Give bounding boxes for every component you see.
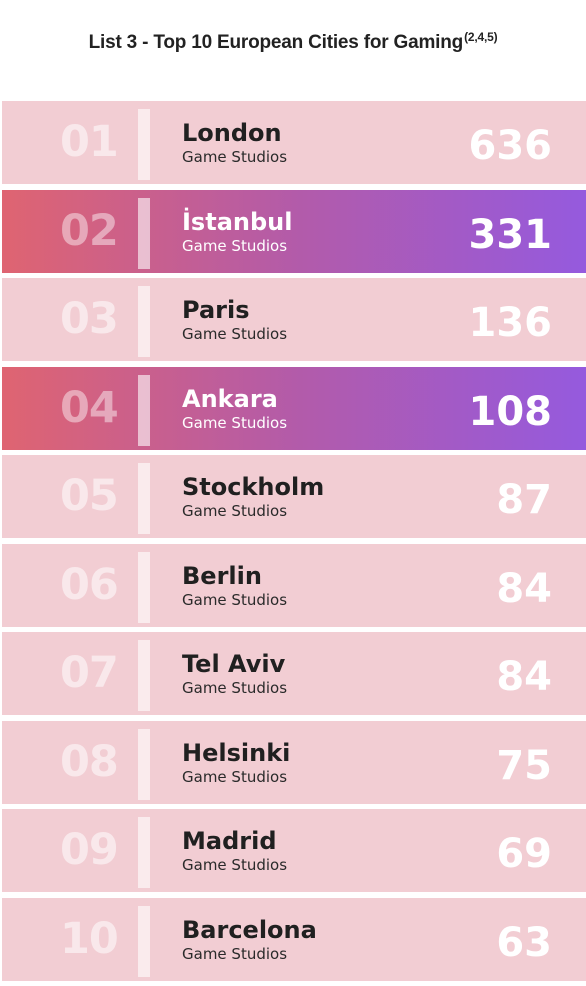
studio-count: 84 — [496, 565, 552, 612]
ranking-row: 03 Paris Game Studios 136 — [2, 278, 586, 361]
chart-title-references: (2,4,5) — [464, 30, 498, 44]
rank-number: 05 — [60, 471, 119, 521]
value-label: Game Studios — [182, 590, 288, 609]
rank-number: 01 — [60, 117, 119, 167]
ranking-row: 05 Stockholm Game Studios 87 — [2, 455, 586, 538]
rank-number: 03 — [60, 294, 119, 344]
studio-count: 87 — [496, 477, 552, 523]
rank-number: 02 — [60, 205, 119, 256]
ranking-row: 06 Berlin Game Studios 84 — [2, 543, 586, 627]
city-name: Berlin — [182, 561, 262, 590]
ranking-row: 01 London Game Studios 636 — [2, 101, 586, 184]
value-label: Game Studios — [182, 944, 288, 963]
city-ranking-list: 01 London Game Studios 636 02 İstanbul Game St… — [2, 101, 586, 986]
value-label: Game Studios — [182, 413, 288, 432]
ranking-row: 10 Barcelona Game Studios 63 — [2, 897, 586, 981]
value-label: Game Studios — [182, 236, 288, 255]
rank-number: 06 — [60, 559, 119, 610]
rank-divider — [138, 640, 150, 711]
rank-number: 08 — [60, 736, 119, 787]
city-name: Barcelona — [182, 915, 317, 944]
ranking-row: 07 Tel Aviv Game Studios 84 — [2, 632, 586, 715]
rank-divider — [138, 728, 150, 800]
rank-divider — [138, 905, 150, 977]
value-label: Game Studios — [182, 148, 288, 166]
ranking-row: 02 İstanbul Game Studios 331 — [2, 189, 586, 273]
studio-count: 108 — [468, 388, 553, 435]
city-name: Tel Aviv — [182, 650, 286, 678]
rank-divider — [138, 197, 150, 269]
studio-count: 636 — [468, 123, 553, 169]
value-label: Game Studios — [182, 325, 288, 343]
studio-count: 84 — [496, 654, 552, 700]
studio-count: 136 — [468, 300, 553, 346]
city-name: Madrid — [182, 827, 277, 855]
city-name: London — [182, 119, 282, 147]
value-label: Game Studios — [182, 767, 288, 786]
city-name: İstanbul — [182, 207, 293, 236]
rank-divider — [138, 817, 150, 888]
rank-number: 04 — [60, 382, 119, 433]
chart-title: List 3 - Top 10 European Cities for Gami… — [0, 30, 586, 54]
rank-number: 10 — [60, 913, 119, 964]
value-label: Game Studios — [182, 679, 288, 697]
rank-number: 09 — [60, 825, 119, 875]
city-name: Ankara — [182, 384, 278, 413]
city-name: Paris — [182, 296, 250, 324]
city-name: Stockholm — [182, 473, 325, 501]
ranking-row: 08 Helsinki Game Studios 75 — [2, 720, 586, 804]
studio-count: 69 — [496, 831, 552, 877]
studio-count: 63 — [496, 919, 552, 966]
value-label: Game Studios — [182, 856, 288, 874]
ranking-row: 04 Ankara Game Studios 108 — [2, 366, 586, 450]
rank-divider — [138, 109, 150, 180]
ranking-row: 09 Madrid Game Studios 69 — [2, 809, 586, 892]
studio-count: 75 — [496, 742, 552, 789]
rank-number: 07 — [60, 648, 119, 698]
chart-title-text: List 3 - Top 10 European Cities for Gami… — [88, 32, 464, 53]
rank-divider — [138, 286, 150, 357]
value-label: Game Studios — [182, 502, 288, 520]
studio-count: 331 — [468, 211, 553, 258]
rank-divider — [138, 463, 150, 534]
rank-divider — [138, 374, 150, 446]
rank-divider — [138, 551, 150, 623]
city-name: Helsinki — [182, 738, 291, 767]
